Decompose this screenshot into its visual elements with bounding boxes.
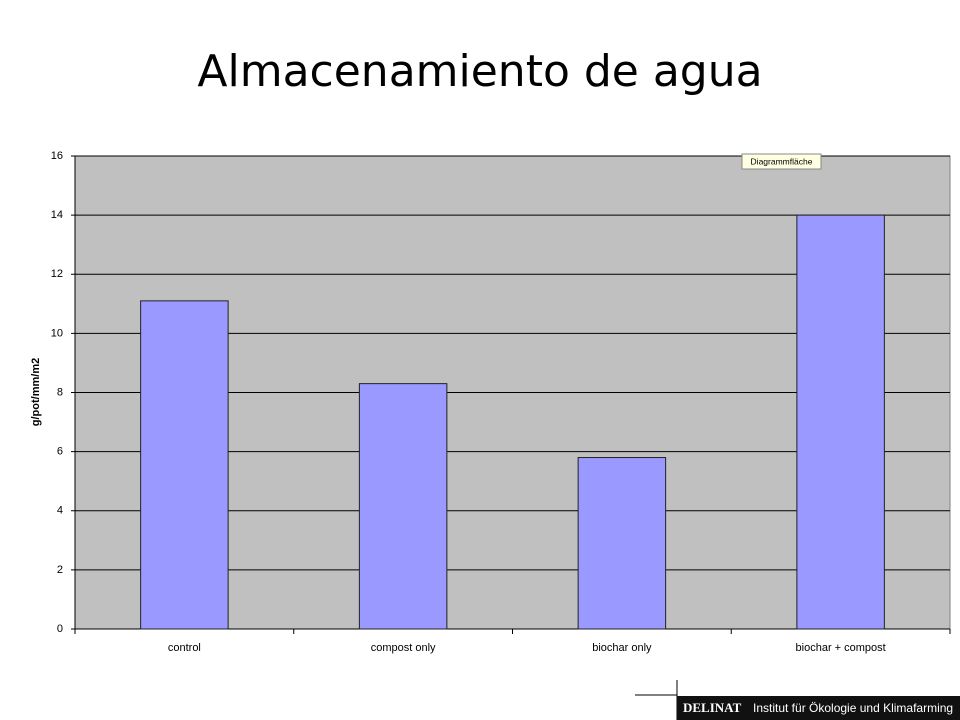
- footer-text: Institut für Ökologie und Klimafarming: [753, 701, 953, 715]
- bar: [796, 214, 885, 630]
- bar: [577, 457, 667, 630]
- y-axis-label: g/pot/mm/m2: [30, 358, 42, 426]
- y-tick-label: 14: [51, 209, 63, 221]
- x-tick-label: biochar only: [592, 642, 652, 654]
- x-tick-label: control: [168, 642, 201, 654]
- x-tick-label: compost only: [371, 642, 436, 654]
- tooltip: Diagrammfläche: [741, 153, 822, 170]
- bar: [358, 383, 448, 630]
- y-tick-label: 12: [51, 268, 63, 280]
- tooltip-box: [741, 153, 822, 170]
- chart-title: Almacenamiento de agua: [197, 46, 762, 97]
- y-tick-label: 6: [57, 446, 63, 458]
- footer: DELINAT Institut für Ökologie und Klimaf…: [635, 680, 960, 720]
- x-tick-label: biochar + compost: [796, 642, 886, 654]
- footer-band: [677, 696, 960, 720]
- footer-brand: DELINAT: [683, 700, 742, 715]
- bar: [140, 300, 229, 630]
- y-tick-label: 16: [51, 150, 63, 162]
- y-tick-label: 8: [57, 386, 63, 398]
- y-tick-label: 2: [57, 564, 63, 576]
- y-tick-label: 4: [57, 505, 63, 517]
- y-tick-label: 10: [51, 327, 63, 339]
- y-tick-label: 0: [57, 623, 63, 635]
- tooltip-text: Diagrammfläche: [751, 156, 813, 166]
